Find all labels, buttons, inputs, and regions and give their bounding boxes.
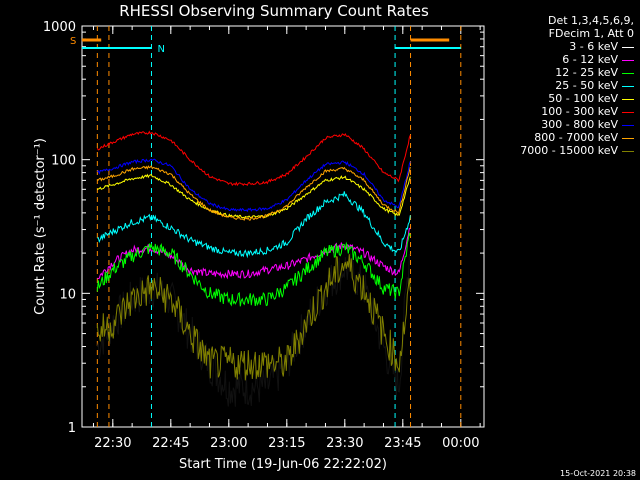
legend-header-line2: FDecim 1, Att 0	[548, 27, 634, 40]
legend-item-label: 100 - 300 keV	[541, 105, 618, 118]
x-axis-label: Start Time (19-Jun-06 22:22:02)	[179, 457, 387, 472]
legend-swatch	[622, 85, 634, 87]
legend-swatch	[622, 46, 634, 48]
legend-item: 6 - 12 keV	[520, 53, 634, 66]
x-tick-label: 23:30	[326, 436, 363, 451]
series-line	[96, 232, 411, 307]
series-line	[96, 130, 411, 187]
legend-item: 12 - 25 keV	[520, 66, 634, 79]
legend-item-label: 12 - 25 keV	[555, 66, 618, 79]
series-line	[97, 165, 411, 221]
flag-label-s: S	[70, 36, 76, 47]
legend-item: 800 - 7000 keV	[520, 131, 634, 144]
legend-swatch	[622, 59, 634, 61]
series-line	[97, 227, 411, 280]
series-line	[96, 252, 411, 407]
legend-item-label: 7000 - 15000 keV	[520, 144, 618, 157]
legend-item: 100 - 300 keV	[520, 105, 634, 118]
x-tick-label: 22:45	[152, 436, 189, 451]
y-tick-label: 1000	[43, 20, 76, 35]
timestamp: 15-Oct-2021 20:38	[560, 469, 636, 478]
series-line	[96, 158, 411, 213]
chart-title: RHESSI Observing Summary Count Rates	[119, 2, 429, 20]
plot-frame	[81, 25, 485, 428]
legend-item: 50 - 100 keV	[520, 92, 634, 105]
legend-header-line1: Det 1,3,4,5,6,9,	[547, 14, 634, 27]
legend-swatch	[622, 137, 634, 139]
y-tick-label: 100	[51, 154, 76, 169]
legend-swatch	[622, 72, 634, 74]
legend-item-label: 50 - 100 keV	[548, 92, 618, 105]
legend-item-label: 800 - 7000 keV	[534, 131, 618, 144]
x-tick-label: 00:00	[442, 436, 479, 451]
legend-item: 7000 - 15000 keV	[520, 144, 634, 157]
legend-item-label: 25 - 50 keV	[555, 79, 618, 92]
x-tick-label: 22:30	[94, 436, 131, 451]
series-line	[97, 191, 411, 259]
legend-swatch	[622, 98, 634, 100]
flag-label-n: N	[157, 44, 164, 55]
legend-swatch	[622, 150, 634, 152]
series-line	[97, 173, 411, 220]
legend-item-label: 6 - 12 keV	[562, 53, 618, 66]
legend-swatch	[622, 111, 634, 113]
legend-swatch	[622, 124, 634, 126]
x-tick-label: 23:00	[210, 436, 247, 451]
legend-item: 300 - 800 keV	[520, 118, 634, 131]
legend-item: 3 - 6 keV	[520, 40, 634, 53]
series-line	[96, 254, 411, 381]
legend-item: 25 - 50 keV	[520, 79, 634, 92]
legend: Det 1,3,4,5,6,9, FDecim 1, Att 0 3 - 6 k…	[520, 14, 634, 157]
x-tick-label: 23:15	[268, 436, 305, 451]
legend-item-label: 3 - 6 keV	[569, 40, 618, 53]
y-axis-label: Count Rate (s⁻¹ detector⁻¹)	[33, 138, 48, 315]
y-tick-label: 10	[59, 287, 76, 302]
x-tick-label: 23:45	[384, 436, 421, 451]
y-tick-label: 1	[68, 421, 76, 436]
legend-item-label: 300 - 800 keV	[541, 118, 618, 131]
